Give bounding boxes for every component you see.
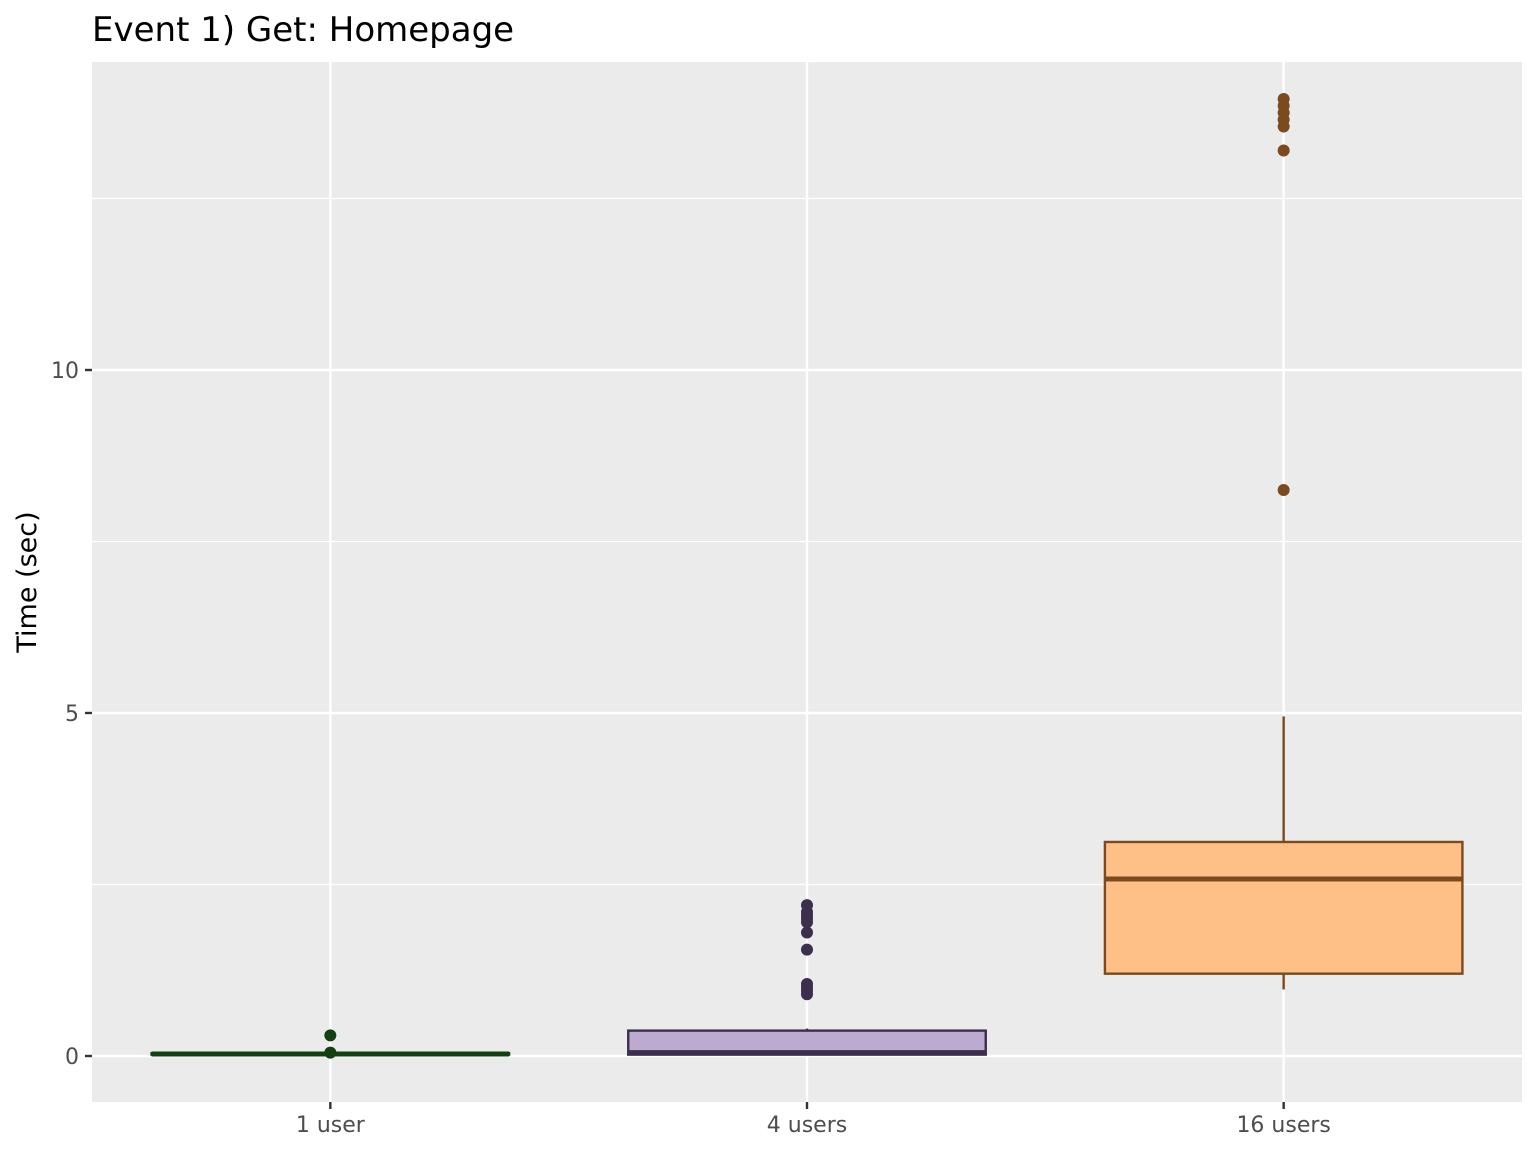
y-tick-label: 10 [51,359,79,384]
axes: 0 5 10 1 user 4 users 16 users [51,359,1331,1138]
x-tick-label: 16 users [1236,1113,1330,1138]
y-tick-label: 5 [65,702,79,727]
outlier-point [801,926,813,939]
x-tick-label: 1 user [296,1113,366,1138]
outlier-point [801,977,813,990]
x-tick-label: 4 users [767,1113,847,1138]
outlier-point [324,1029,337,1042]
outlier-point [324,1046,337,1059]
outlier-point [1277,484,1290,497]
box-series [150,93,1464,1059]
outlier-point [801,899,813,912]
outlier-point [1277,144,1290,157]
y-axis-title: Time (sec) [12,511,43,653]
outlier-point [1277,93,1290,106]
box-2 [627,899,987,1056]
y-tick-label: 0 [65,1045,79,1070]
chart-title: Event 1) Get: Homepage [92,10,514,50]
box-3 [1103,93,1464,990]
outlier-point [801,943,813,956]
box-1 [150,1029,511,1059]
box-iqr [1103,840,1464,975]
